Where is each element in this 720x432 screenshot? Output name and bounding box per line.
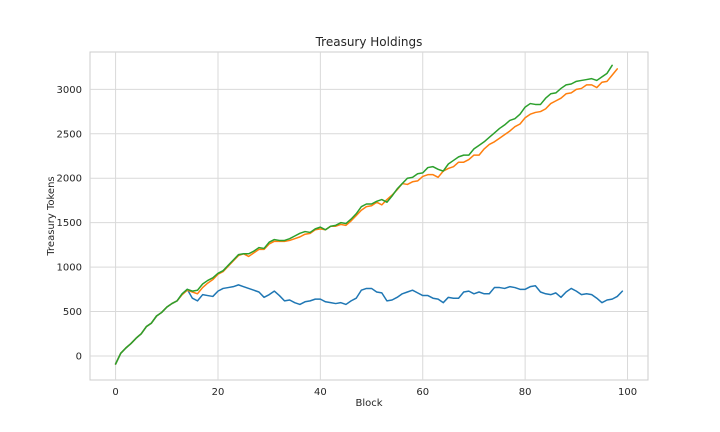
y-tick-label: 1500 [57, 218, 82, 229]
y-tick-label: 0 [76, 352, 82, 363]
y-tick-label: 2000 [57, 174, 82, 185]
chart-title: Treasury Holdings [315, 35, 423, 49]
y-axis-label: Treasury Tokens [46, 176, 57, 256]
x-tick-label: 80 [519, 387, 532, 398]
y-tick-label: 1000 [57, 263, 82, 274]
x-tick-label: 40 [314, 387, 327, 398]
x-tick-label: 20 [212, 387, 225, 398]
y-tick-label: 500 [63, 307, 82, 318]
series-line-1 [114, 284, 624, 365]
series-line-3 [114, 64, 613, 365]
x-tick-label: 0 [112, 387, 118, 398]
x-tick-label: 100 [618, 387, 637, 398]
x-axis-label: Block [355, 398, 382, 409]
y-tick-label: 3000 [57, 85, 82, 96]
series-group [114, 64, 624, 365]
plot-frame [89, 51, 649, 381]
series-line-2 [114, 68, 619, 365]
x-tick-label: 60 [416, 387, 429, 398]
plot-area [90, 52, 648, 380]
y-tick-label: 2500 [57, 129, 82, 140]
